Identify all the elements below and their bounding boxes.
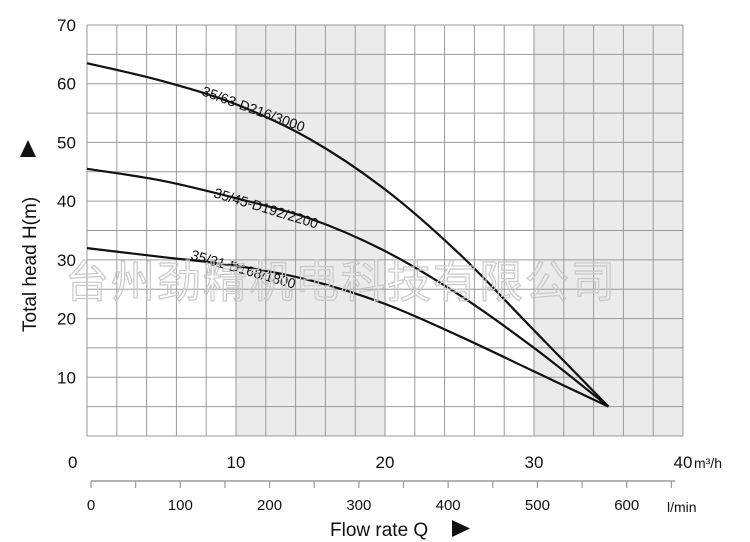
y-axis-ticks: 10 20 30 40 50 60 70: [57, 16, 76, 387]
x-tick-label: 0: [68, 453, 77, 472]
y-axis-arrow-icon: [20, 140, 36, 157]
x-axis-lmin: 0 100 200 300 400 500 600: [87, 480, 675, 514]
y-tick-label: 40: [57, 192, 76, 211]
curve-series-2: [86, 167, 610, 408]
y-tick-label: 70: [57, 16, 76, 35]
curve-series-1: [86, 62, 610, 408]
x2-tick-label: 500: [525, 497, 550, 514]
y-tick-label: 10: [57, 368, 76, 387]
x-axis-arrow-icon: [452, 520, 470, 537]
x-tick-label: 10: [227, 453, 246, 472]
y-tick-label: 30: [57, 251, 76, 270]
y-tick-label: 50: [57, 133, 76, 152]
x-tick-label: 30: [525, 453, 544, 472]
x-tick-label: 40: [674, 453, 693, 472]
x-unit-label: m³/h: [694, 455, 722, 471]
x-tick-label: 20: [376, 453, 395, 472]
x2-tick-label: 200: [257, 497, 282, 514]
grid-lines: [86, 24, 684, 437]
x2-tick-label: 600: [614, 497, 639, 514]
watermark-text: 台州劲精机电科技有限公司: [65, 257, 617, 308]
curve-series-3: [86, 247, 609, 408]
x-axis-ticks-m3h: 0 10 20 30 40: [68, 453, 692, 472]
x2-unit-label: l/min: [667, 499, 697, 515]
pump-curves: [86, 62, 610, 408]
x2-tick-label: 300: [346, 497, 371, 514]
x2-tick-label: 100: [168, 497, 193, 514]
x2-tick-label: 400: [436, 497, 461, 514]
y-axis-title: Total head H(m): [20, 197, 41, 332]
x2-tick-label: 0: [87, 497, 95, 514]
y-tick-label: 20: [57, 310, 76, 329]
y-tick-label: 60: [57, 75, 76, 94]
x-axis-title: Flow rate Q: [330, 520, 428, 541]
